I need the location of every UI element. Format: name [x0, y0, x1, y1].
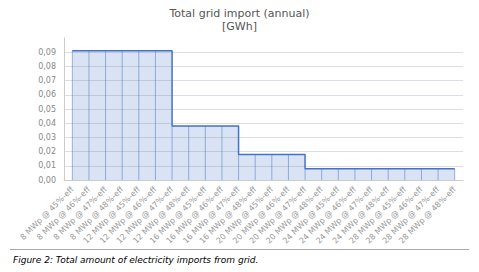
svg-text:8 MWp @ 47%-eff: 8 MWp @ 47%-eff — [51, 184, 109, 242]
svg-text:24 MWp @ 46%-eff: 24 MWp @ 46%-eff — [297, 184, 359, 246]
svg-text:[GWh]: [GWh] — [222, 20, 257, 33]
svg-text:16 MWp @ 48%-eff: 16 MWp @ 48%-eff — [197, 184, 259, 246]
svg-text:0,00: 0,00 — [38, 176, 56, 185]
svg-text:28 MWp @ 48%-eff: 28 MWp @ 48%-eff — [397, 184, 458, 245]
svg-text:0,05: 0,05 — [38, 105, 56, 114]
svg-text:20 MWp @ 46%-eff: 20 MWp @ 46%-eff — [231, 184, 292, 246]
svg-text:12 MWp @ 45%-eff: 12 MWp @ 45%-eff — [81, 184, 142, 246]
svg-text:24 MWp @ 47%-eff: 24 MWp @ 47%-eff — [314, 184, 375, 246]
svg-text:8 MWp @ 46%-eff: 8 MWp @ 46%-eff — [35, 184, 93, 242]
svg-text:28 MWp @ 46%-eff: 28 MWp @ 46%-eff — [364, 184, 425, 246]
svg-text:0,06: 0,06 — [38, 90, 56, 99]
svg-text:0,07: 0,07 — [38, 76, 56, 85]
svg-text:20 MWp @ 47%-eff: 20 MWp @ 47%-eff — [247, 184, 309, 246]
svg-text:24 MWp @ 48%-eff: 24 MWp @ 48%-eff — [330, 184, 392, 246]
svg-text:24 MWp @ 45%-eff: 24 MWp @ 45%-eff — [280, 184, 342, 246]
svg-text:8 MWp @ 48%-eff: 8 MWp @ 48%-eff — [68, 184, 126, 242]
svg-text:28 MWp @ 45%-eff: 28 MWp @ 45%-eff — [347, 184, 408, 246]
svg-text:0,09: 0,09 — [38, 48, 56, 57]
svg-text:20 MWp @ 48%-eff: 20 MWp @ 48%-eff — [264, 184, 325, 246]
svg-text:0,03: 0,03 — [38, 133, 56, 142]
svg-text:0,04: 0,04 — [38, 119, 56, 128]
svg-text:0,02: 0,02 — [38, 147, 56, 156]
svg-text:28 MWp @ 47%-eff: 28 MWp @ 47%-eff — [380, 184, 442, 246]
svg-text:20 MWp @ 45%-eff: 20 MWp @ 45%-eff — [214, 184, 275, 246]
svg-text:Total grid import (annual): Total grid import (annual) — [168, 7, 309, 20]
svg-text:16 MWp @ 47%-eff: 16 MWp @ 47%-eff — [181, 184, 242, 246]
svg-text:12 MWp @ 47%-eff: 12 MWp @ 47%-eff — [114, 184, 176, 246]
svg-text:8 MWp @ 45%-eff: 8 MWp @ 45%-eff — [18, 184, 76, 242]
svg-text:0,08: 0,08 — [38, 62, 56, 71]
svg-text:16 MWp @ 46%-eff: 16 MWp @ 46%-eff — [164, 184, 226, 246]
svg-text:12 MWp @ 46%-eff: 12 MWp @ 46%-eff — [98, 184, 159, 246]
svg-text:12 MWp @ 48%-eff: 12 MWp @ 48%-eff — [131, 184, 192, 246]
svg-text:Figure 2: Total amount of elec: Figure 2: Total amount of electricity im… — [13, 255, 258, 265]
svg-text:16 MWp @ 45%-eff: 16 MWp @ 45%-eff — [147, 184, 209, 246]
svg-text:0,01: 0,01 — [38, 161, 56, 170]
